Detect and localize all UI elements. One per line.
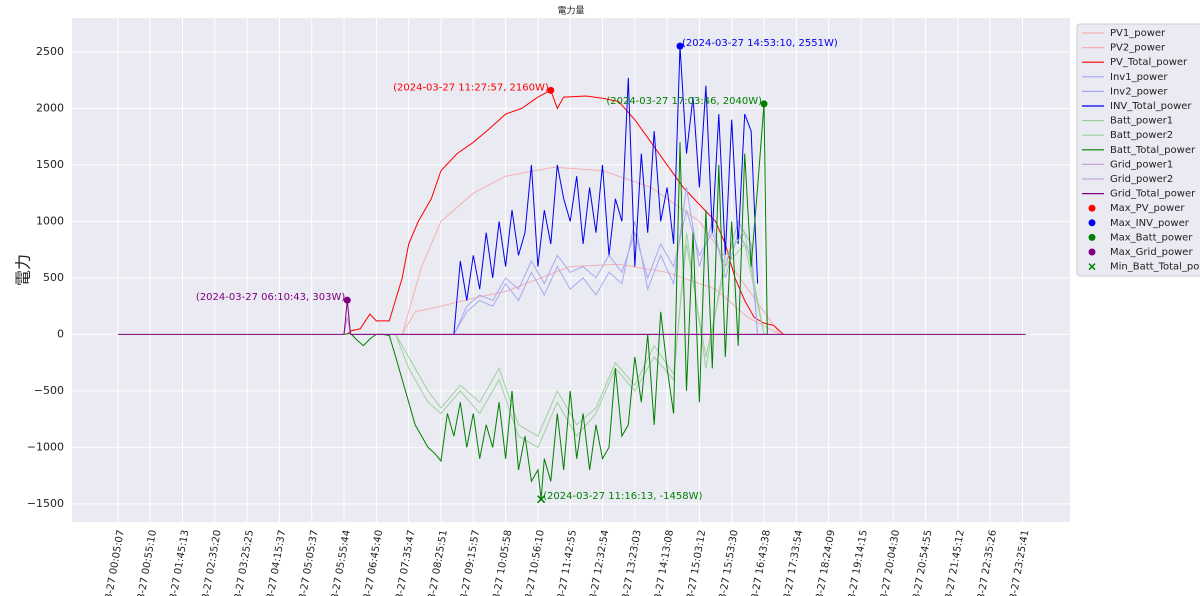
legend-label: Max_INV_power <box>1110 218 1190 229</box>
y-tick-label: 2500 <box>36 45 64 58</box>
legend-swatch <box>1088 204 1096 212</box>
max-marker <box>547 86 555 94</box>
x-tick-label: 3-27 10:05:58 <box>491 529 514 596</box>
x-tick-label: 3-27 10:56:10 <box>524 529 547 596</box>
x-tick-label: 3-27 09:15:57 <box>459 529 482 596</box>
legend-label: Batt_power1 <box>1110 116 1173 127</box>
x-tick-label: 3-27 00:55:10 <box>136 529 159 596</box>
series-line <box>401 166 781 335</box>
legend-label: Batt_power2 <box>1110 130 1173 141</box>
x-tick-label: 3-27 20:54:55 <box>911 529 934 596</box>
y-tick-label: −1500 <box>27 497 64 510</box>
chart-title: 電力量 <box>557 5 584 17</box>
legend-box <box>1076 23 1200 277</box>
x-tick-label: 3-27 06:45:40 <box>362 529 385 596</box>
y-tick-label: 2000 <box>36 101 64 114</box>
x-tick-label: 3-27 15:53:30 <box>718 529 741 596</box>
x-tick-label: 3-27 02:35:20 <box>201 529 224 596</box>
legend-label: PV_Total_power <box>1110 57 1188 68</box>
y-tick-label: −500 <box>34 384 64 397</box>
x-tick-label: 3-27 12:32:54 <box>588 529 611 596</box>
legend-label: Min_Batt_Total_power <box>1110 262 1200 273</box>
legend-label: Grid_power1 <box>1110 159 1173 170</box>
annotation: (2024-03-27 11:16:13, -1458W) <box>543 491 702 502</box>
legend-swatch <box>1088 233 1096 241</box>
legend-swatch <box>1088 263 1096 271</box>
x-tick-label: 3-27 03:25:25 <box>233 529 256 596</box>
series-line <box>401 263 781 335</box>
x-tick-label: 3-27 01:45:13 <box>168 529 191 596</box>
y-tick-label: 1000 <box>36 214 64 227</box>
legend-label: Max_Batt_power <box>1110 232 1193 243</box>
legend-label: Grid_power2 <box>1110 174 1173 185</box>
x-tick-label: 3-27 05:05:37 <box>298 529 321 596</box>
x-tick-label: 3-27 20:04:30 <box>879 529 902 596</box>
x-tick-label: 3-27 00:05:07 <box>104 529 127 596</box>
y-axis-label: 電力 <box>14 254 33 286</box>
x-tick-label: 3-27 07:35:47 <box>394 529 417 596</box>
y-tick-label: 0 <box>57 327 64 340</box>
x-tick-label: 3-27 18:24:09 <box>814 529 837 596</box>
max-marker <box>343 296 351 304</box>
plot-area <box>72 18 1070 522</box>
series-line <box>346 89 784 335</box>
legend-label: Inv2_power <box>1110 86 1168 97</box>
max-marker <box>760 100 768 108</box>
annotation: (2024-03-27 06:10:43, 303W) <box>196 292 345 303</box>
legend-label: INV_Total_power <box>1110 101 1192 112</box>
x-tick-label: 3-27 16:43:38 <box>750 529 773 596</box>
legend-label: Inv1_power <box>1110 72 1168 83</box>
y-tick-label: −1000 <box>27 440 64 453</box>
x-tick-label: 3-27 22:35:26 <box>976 529 999 596</box>
x-tick-label: 3-27 14:13:08 <box>653 529 676 596</box>
x-tick-label: 3-27 21:45:12 <box>944 529 967 596</box>
max-marker <box>676 42 684 50</box>
legend-swatch <box>1088 248 1096 256</box>
x-tick-label: 3-27 04:15:37 <box>265 529 288 596</box>
legend-label: Max_Grid_power <box>1110 247 1193 258</box>
annotation: (2024-03-27 14:53:10, 2551W) <box>682 38 838 49</box>
x-tick-label: 3-27 17:33:54 <box>782 529 805 596</box>
legend-swatch <box>1088 219 1096 227</box>
x-tick-label: 3-27 08:25:51 <box>427 529 450 596</box>
series-line <box>395 231 765 449</box>
min-marker <box>537 495 546 504</box>
legend-label: PV2_power <box>1110 43 1166 54</box>
legend-label: Batt_Total_power <box>1110 145 1196 156</box>
legend-label: Grid_Total_power <box>1110 189 1196 200</box>
legend-label: Max_PV_power <box>1110 203 1185 214</box>
x-tick-label: 3-27 11:42:55 <box>556 529 579 596</box>
x-tick-label: 3-27 15:03:12 <box>685 529 708 596</box>
series-line <box>395 242 765 437</box>
legend-label: PV1_power <box>1110 28 1166 39</box>
x-tick-label: 3-27 13:23:03 <box>621 529 644 596</box>
y-tick-label: 1500 <box>36 158 64 171</box>
y-tick-label: 500 <box>43 271 64 284</box>
x-tick-label: 3-27 05:55:44 <box>330 529 353 596</box>
series-line <box>343 103 768 500</box>
annotation: (2024-03-27 11:27:57, 2160W) <box>393 82 549 93</box>
series-line <box>453 46 759 335</box>
x-tick-label: 3-27 19:14:15 <box>847 529 870 596</box>
annotation: (2024-03-27 17:03:46, 2040W) <box>606 96 762 107</box>
x-tick-label: 3-27 23:25:41 <box>1008 529 1031 596</box>
